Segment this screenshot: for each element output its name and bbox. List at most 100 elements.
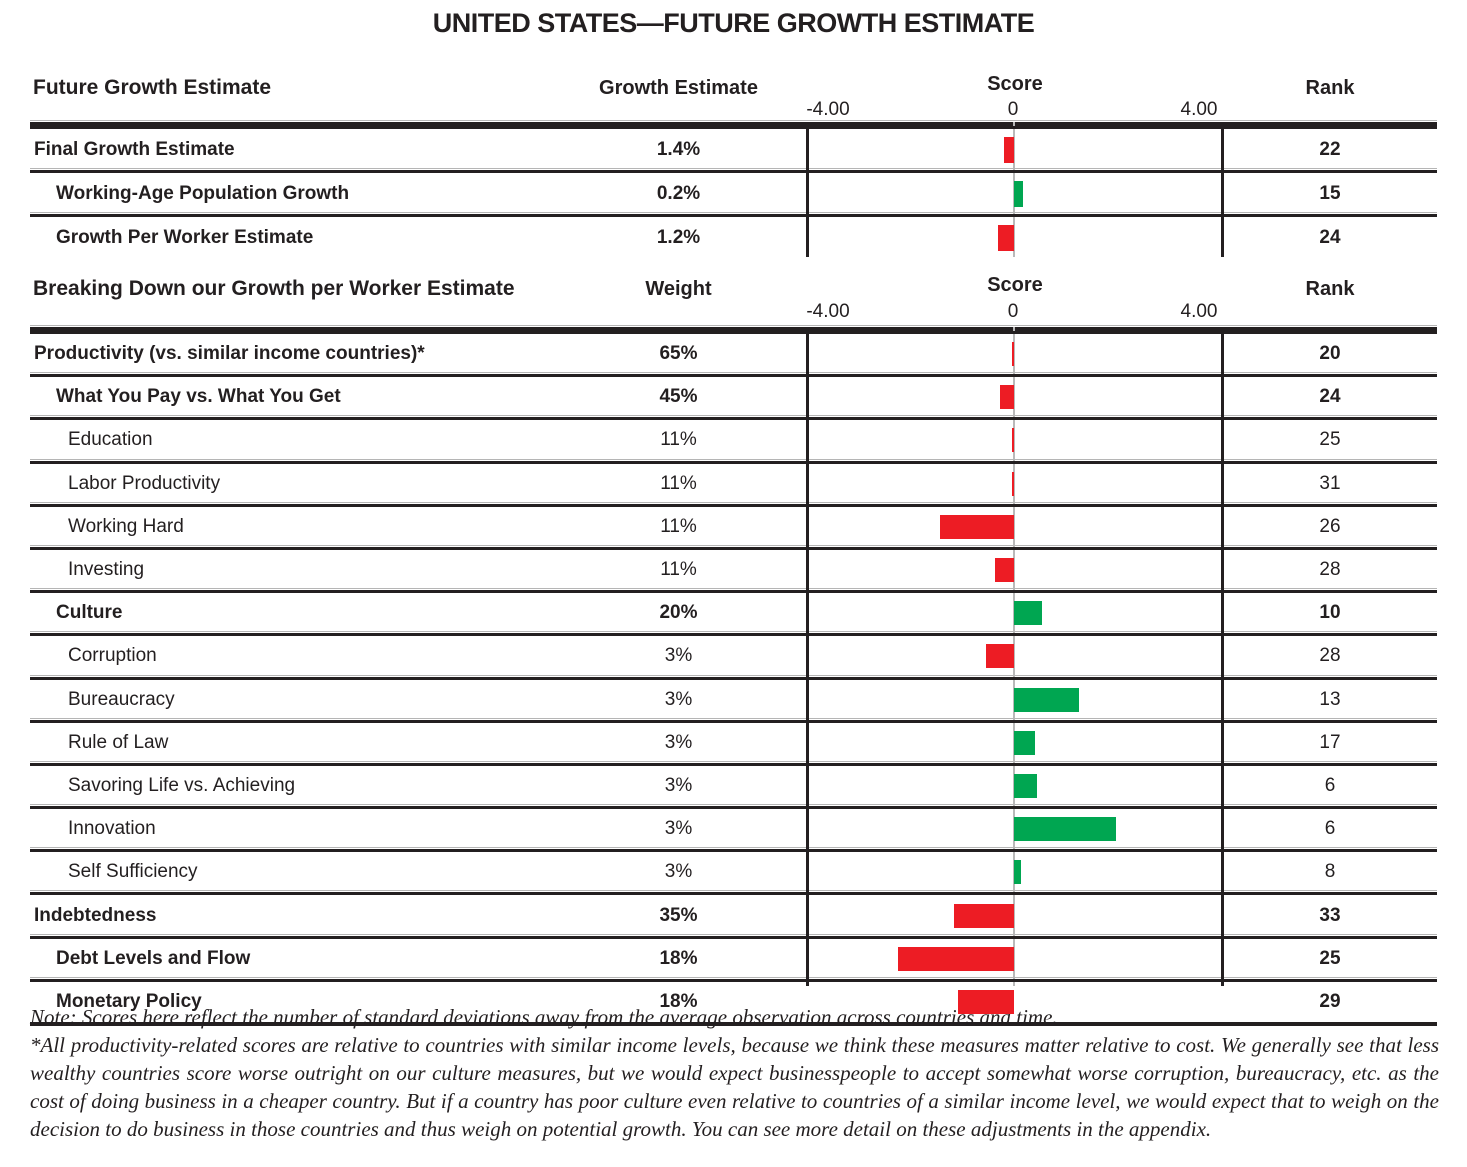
- row-value: 3%: [664, 731, 693, 753]
- row-rank: 25: [1319, 947, 1341, 969]
- row-rank: 17: [1319, 731, 1341, 753]
- row-rank: 25: [1319, 429, 1341, 451]
- score-bar: [1014, 601, 1042, 626]
- score-bar: [1014, 730, 1035, 755]
- row-label: Growth Per Worker Estimate: [56, 226, 314, 248]
- score-column-left-border: [806, 327, 809, 986]
- row-value: 3%: [664, 774, 693, 796]
- score-column-right-border: [1221, 122, 1224, 257]
- row-rank: 13: [1319, 688, 1341, 710]
- row-label: Self Sufficiency: [68, 861, 198, 883]
- score-bar: [997, 224, 1014, 251]
- table-row: Rule of Law 3% 17: [30, 717, 1437, 763]
- row-label: Monetary Policy: [56, 990, 202, 1012]
- row-value: 3%: [664, 688, 693, 710]
- section1-header: Future Growth Estimate: [33, 76, 272, 99]
- score-bar: [898, 946, 1014, 971]
- row-rank: 26: [1319, 515, 1341, 537]
- row-rank: 33: [1319, 904, 1341, 926]
- row-value: 1.2%: [656, 226, 701, 248]
- table-row: Corruption 3% 28: [30, 631, 1437, 676]
- row-label: Bureaucracy: [68, 688, 175, 710]
- table-row: Investing 11% 28: [30, 544, 1437, 590]
- row-label: Working Hard: [68, 515, 184, 537]
- rank-column-header: Rank: [1305, 278, 1355, 300]
- table-row: Debt Levels and Flow 18% 25: [30, 933, 1437, 979]
- row-rank: 22: [1319, 138, 1341, 160]
- row-rank: 31: [1319, 472, 1341, 494]
- row-value: 3%: [664, 645, 693, 667]
- score-bar: [958, 989, 1014, 1014]
- row-rank: 6: [1324, 774, 1336, 796]
- weight-column-header: Weight: [645, 278, 712, 300]
- note-line: Note: Scores here reflect the number of …: [30, 1005, 1058, 1029]
- score-bar: [1000, 385, 1014, 410]
- score-bar: [1011, 342, 1014, 367]
- table-row: Culture 20% 10: [30, 588, 1437, 633]
- score-bar: [1011, 428, 1014, 453]
- score-column-right-border: [1221, 327, 1224, 986]
- table-row: Bureaucracy 3% 13: [30, 674, 1437, 720]
- table-row: Education 11% 25: [30, 415, 1437, 460]
- row-value: 11%: [660, 515, 697, 537]
- row-label: Culture: [56, 602, 123, 624]
- row-value: 65%: [659, 343, 698, 365]
- table-row: Working-Age Population Growth 0.2% 15: [30, 168, 1437, 214]
- table-row: Indebtedness 35% 33: [30, 890, 1437, 935]
- row-value: 11%: [660, 429, 697, 451]
- row-value: 11%: [660, 472, 697, 494]
- rank-column-header: Rank: [1305, 77, 1355, 99]
- score-column-left-border: [806, 122, 809, 257]
- score-bar: [953, 903, 1014, 928]
- row-label: Productivity (vs. similar income countri…: [34, 343, 425, 365]
- footnotes: Note: Scores here reflect the number of …: [30, 1003, 1439, 1143]
- row-value: 45%: [659, 386, 698, 408]
- row-value: 11%: [660, 559, 697, 581]
- score-bar: [1014, 860, 1021, 885]
- row-label: Final Growth Estimate: [34, 138, 235, 160]
- axis-zero-label: 0: [1007, 99, 1019, 120]
- row-rank: 20: [1319, 343, 1341, 365]
- row-label: Debt Levels and Flow: [56, 947, 251, 969]
- table-row: Monetary Policy 18% 29: [30, 976, 1437, 1022]
- row-rank: 6: [1324, 818, 1336, 840]
- row-rank: 24: [1319, 226, 1341, 248]
- section2-header: Breaking Down our Growth per Worker Esti…: [33, 277, 515, 300]
- table-row: Labor Productivity 11% 31: [30, 458, 1437, 504]
- row-label: Education: [68, 429, 153, 451]
- table-row: Working Hard 11% 26: [30, 501, 1437, 547]
- row-rank: 10: [1319, 602, 1341, 624]
- score-bar: [1014, 773, 1038, 798]
- row-value: 3%: [664, 861, 693, 883]
- row-rank: 24: [1319, 386, 1341, 408]
- row-value: 18%: [659, 947, 698, 969]
- table-row: Innovation 3% 6: [30, 804, 1437, 849]
- row-label: Indebtedness: [34, 904, 157, 926]
- axis-min-label: -4.00: [806, 301, 850, 322]
- table-row: Savoring Life vs. Achieving 3% 6: [30, 760, 1437, 806]
- row-rank: 15: [1319, 182, 1341, 204]
- row-label: Savoring Life vs. Achieving: [68, 774, 296, 796]
- row-rank: 28: [1319, 559, 1341, 581]
- row-label: Corruption: [68, 645, 157, 667]
- score-bar: [939, 514, 1014, 539]
- growth-per-worker-breakdown-table: Productivity (vs. similar income countri…: [30, 325, 1437, 1026]
- note-paragraph: *All productivity-related scores are rel…: [30, 1033, 1439, 1141]
- score-bar: [1003, 136, 1014, 163]
- row-value: 20%: [659, 602, 698, 624]
- table-row: Self Sufficiency 3% 8: [30, 847, 1437, 892]
- axis-zero-label: 0: [1007, 301, 1019, 322]
- score-bar: [986, 644, 1014, 669]
- row-rank: 28: [1319, 645, 1341, 667]
- score-bar: [1014, 687, 1079, 712]
- future-growth-estimate-table: Final Growth Estimate 1.4% 22 Working-Age P…: [30, 120, 1437, 258]
- growth-estimate-column-header: Growth Estimate: [599, 77, 758, 99]
- row-value: 3%: [664, 818, 693, 840]
- table-row: Final Growth Estimate 1.4% 22: [30, 126, 1437, 170]
- row-label: Investing: [68, 559, 145, 581]
- table-row: What You Pay vs. What You Get 45% 24: [30, 372, 1437, 417]
- score-bar: [995, 558, 1014, 583]
- table-row: Growth Per Worker Estimate 1.2% 24: [30, 212, 1437, 258]
- row-value: 18%: [659, 990, 698, 1012]
